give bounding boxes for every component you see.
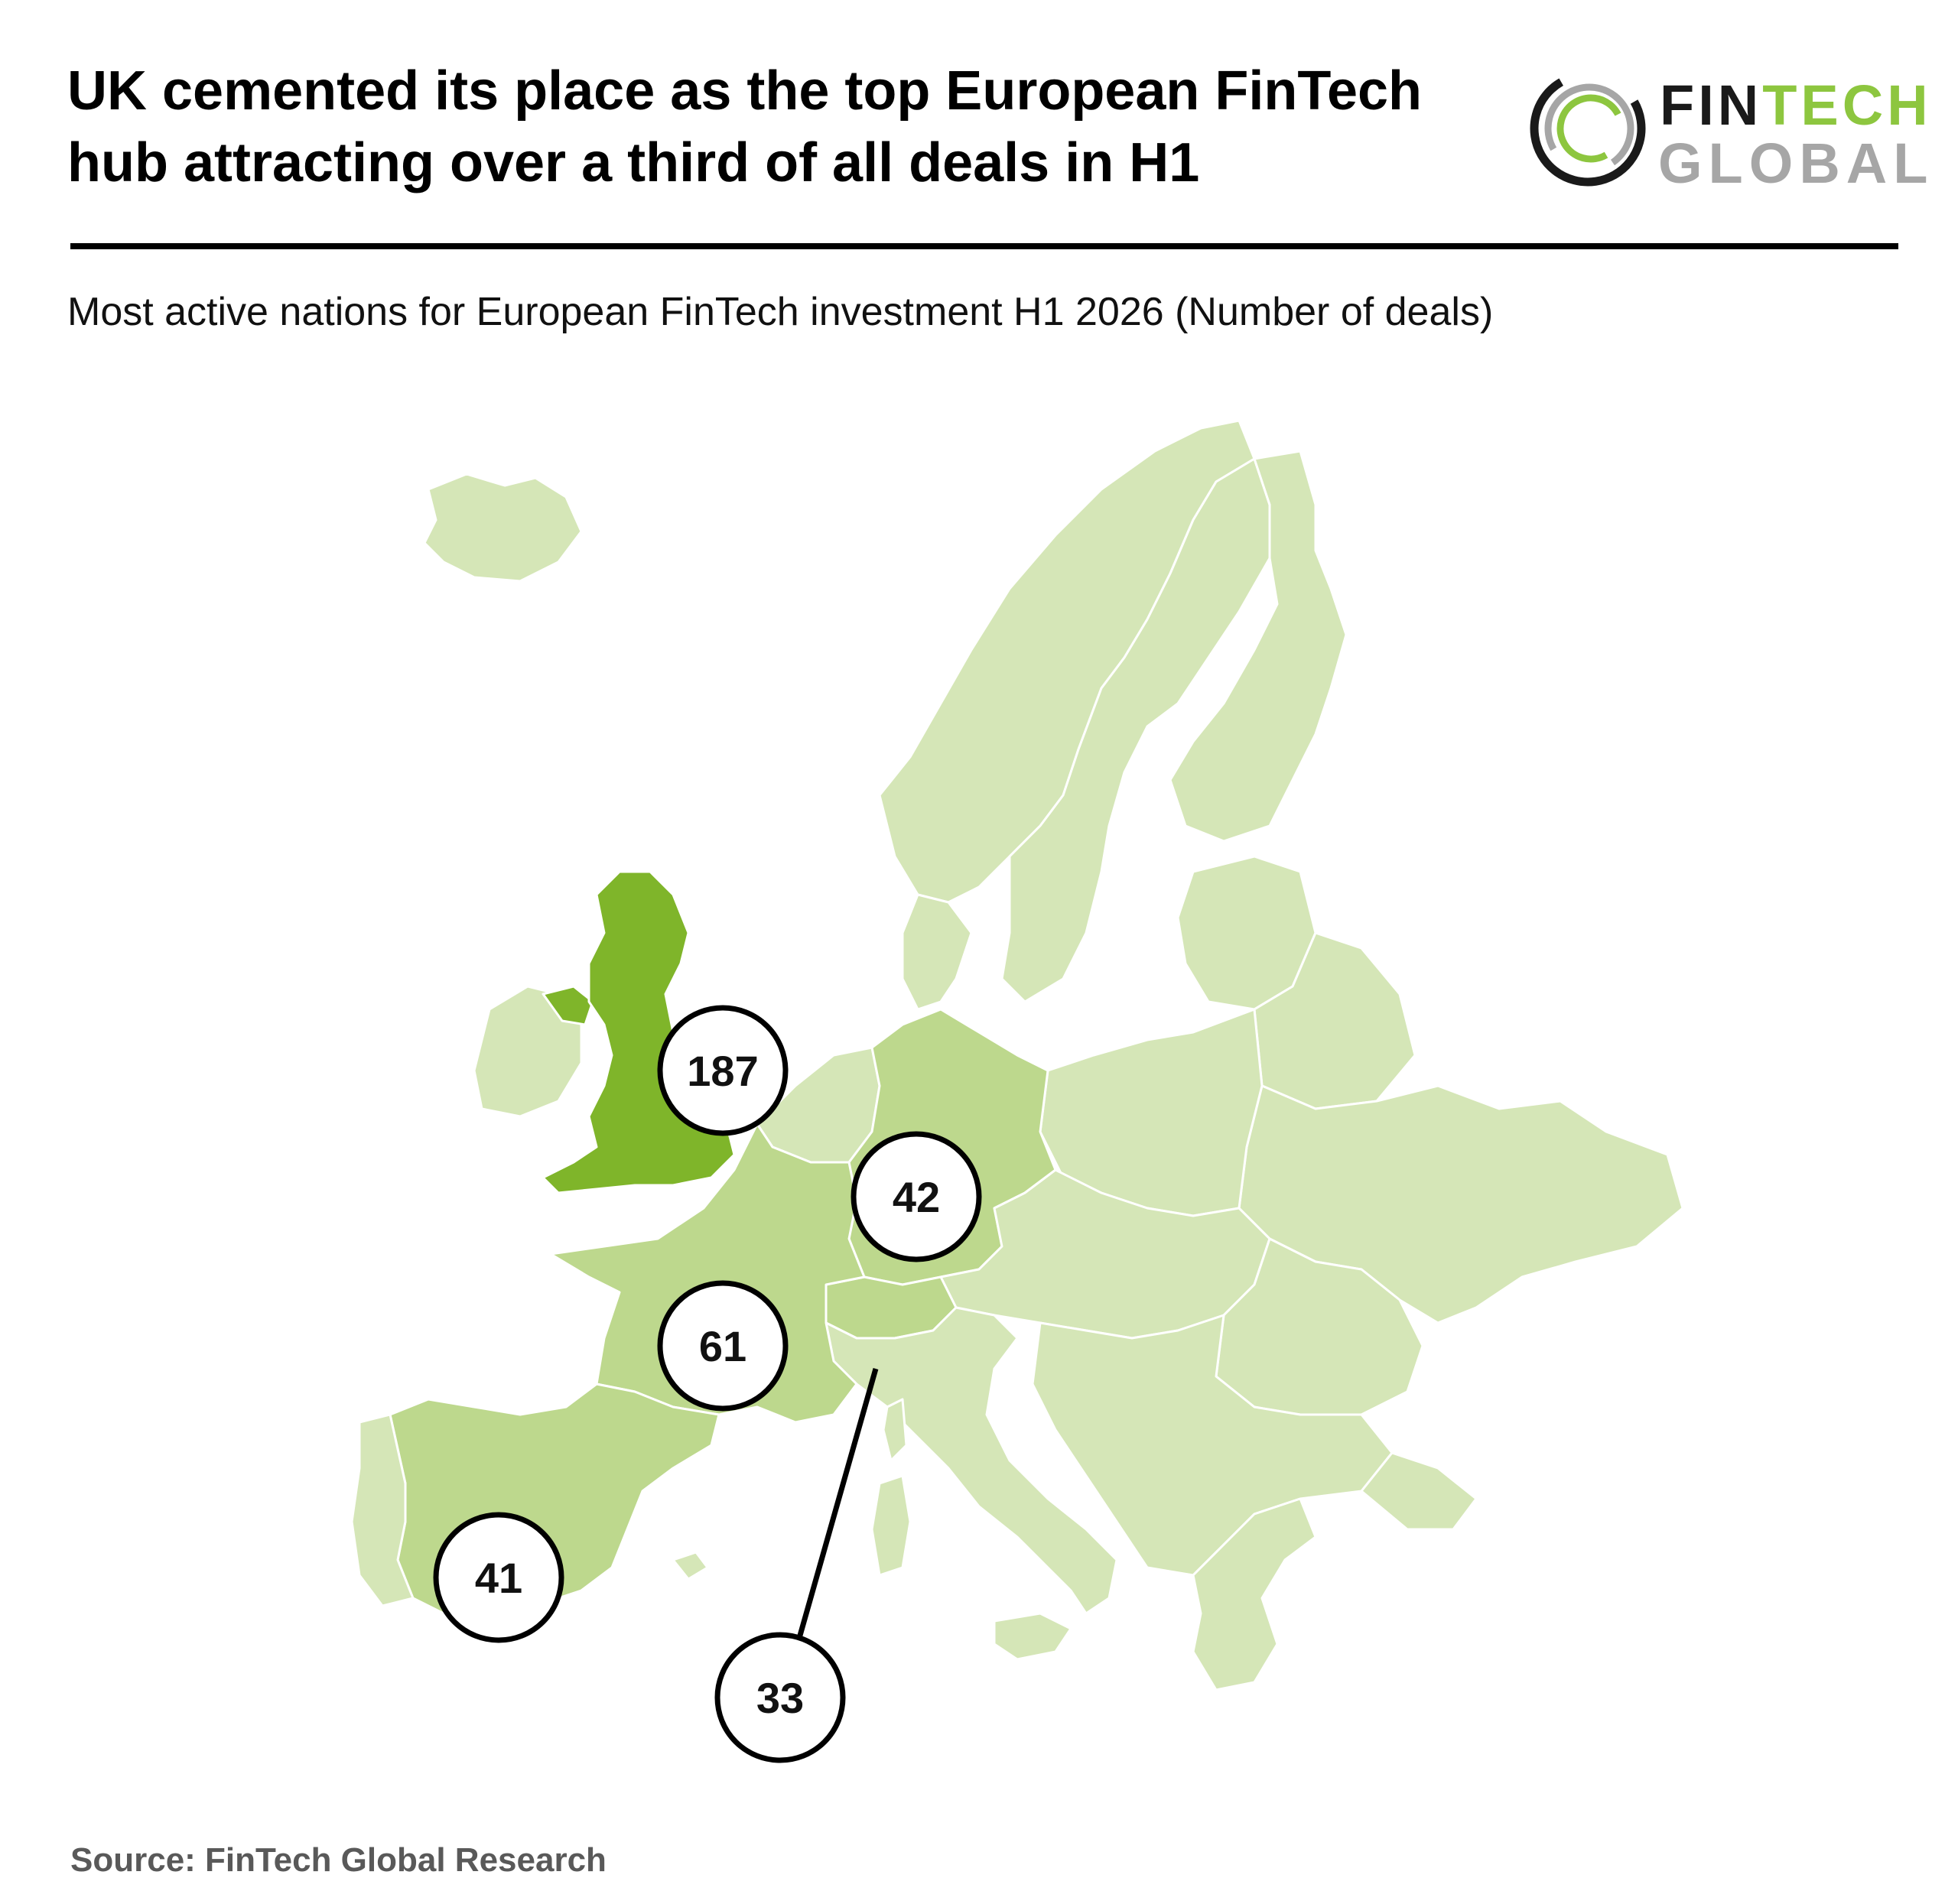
bubble-france: 61 [657, 1280, 789, 1412]
country-turkey [1360, 1451, 1478, 1531]
country-sardinia [870, 1474, 912, 1577]
header-divider [70, 243, 1898, 249]
headline: UK cemented its place as the top Europea… [67, 55, 1536, 199]
europe-map: 187 42 61 41 33 [350, 419, 1684, 1763]
country-sweden [1000, 457, 1271, 1003]
country-ireland [473, 985, 583, 1118]
bubble-germany: 42 [851, 1131, 982, 1262]
country-northern-ireland [542, 985, 594, 1026]
fintech-global-logo: FINTECH GLOBAL [1530, 67, 1928, 197]
logo-fin: FIN [1660, 73, 1763, 137]
source-note: Source: FinTech Global Research [70, 1841, 607, 1879]
logo-wordmark-line-1: FINTECH [1660, 75, 1932, 136]
headline-line-2: hub attracting over a third of all deals… [67, 132, 1200, 193]
country-iceland [423, 473, 583, 583]
logo-wordmark-line-2: GLOBAL [1658, 132, 1934, 195]
country-finland [1169, 450, 1348, 843]
country-greece [1192, 1497, 1317, 1691]
bubble-united-kingdom: 187 [657, 1005, 789, 1136]
bubble-label-spain: 41 [475, 1554, 522, 1602]
chart-subtitle: Most active nations for European FinTech… [67, 290, 1494, 334]
bubble-label-united-kingdom: 187 [687, 1047, 758, 1095]
bubble-label-germany: 42 [893, 1173, 940, 1221]
bubbles-layer: 187 42 61 41 33 [433, 1005, 982, 1763]
country-denmark [901, 893, 973, 1011]
country-corsica [882, 1398, 908, 1462]
bubble-spain: 41 [433, 1512, 564, 1643]
switzerland-leader-line [792, 1368, 879, 1652]
country-balearics [672, 1551, 709, 1581]
bubble-switzerland: 33 [714, 1632, 846, 1763]
ring-logo-icon [1530, 70, 1646, 187]
bubble-label-switzerland: 33 [756, 1674, 804, 1722]
country-sicily [993, 1612, 1072, 1661]
country-portugal [350, 1413, 415, 1607]
bubble-label-france: 61 [699, 1322, 746, 1370]
country-italy [825, 1306, 1118, 1615]
headline-line-1: UK cemented its place as the top Europea… [67, 60, 1423, 122]
logo-tech: TECH [1762, 73, 1932, 137]
